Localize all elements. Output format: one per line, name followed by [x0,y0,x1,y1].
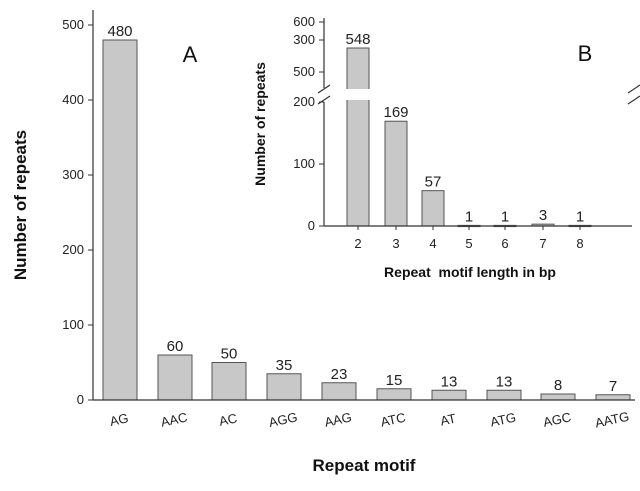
panel-b-data-label: 169 [383,104,408,121]
panel-b-y-axis-title: Number of repeats [252,62,268,186]
panel-a-y-tick-label: 300 [62,167,84,182]
panel-b-y-tick-label: 500 [293,64,315,79]
panel-a-x-tick-label: AGG [267,409,298,430]
panel-a-bar-aatg [595,394,631,401]
panel-a-y-tick-label: 400 [62,92,84,107]
panel-a-x-tick-label: ATG [489,410,517,430]
panel-b-data-label: 1 [576,208,584,225]
panel-a-data-label: 7 [609,378,617,395]
panel-b-y-ticks: 0 100 200 300 500 600 [293,14,324,233]
panel-a-x-tick-label: AATG [594,409,631,431]
panel-b-y-tick-label: 0 [308,218,315,233]
panel-a-data-label: 35 [276,357,293,374]
panel-a-bar-aag [321,382,357,401]
panel-a-y-tick-label: 500 [62,17,84,32]
panel-b-data-label: 1 [465,208,473,225]
panel-b-y-tick-label: 200 [293,94,315,109]
panel-b-break-mark [317,95,331,105]
panel-a-y-axis-title: Number of repeats [11,130,30,280]
panel-b-break-mark [627,84,640,94]
panel-a-bar-at [431,389,467,401]
panel-a-bar-agc [540,393,576,401]
panel-a-x-tick-label: AGC [542,409,573,430]
panel-b-x-tick-label: 8 [576,236,583,251]
panel-a-data-label: 480 [107,23,132,40]
panel-a-y-tick-label: 200 [62,242,84,257]
panel-a-y-tick-label: 100 [62,317,84,332]
panel-b-break-mark [627,95,640,105]
panel-a-data-label: 50 [221,346,238,363]
panel-a-bars [102,39,631,401]
panel-b-axis-break [317,84,640,105]
panel-a-data-label: 13 [496,373,513,390]
panel-a-bar-atg [486,389,522,401]
panel-b-data-label: 57 [425,174,442,191]
panel-b-x-tick-label: 3 [392,236,399,251]
panel-b-bar-4 [421,190,445,227]
panel-a-x-tick-label: AG [108,410,130,429]
panel-b-inset: 548 169 57 1 1 3 1 0 100 200 300 500 600 2 3 4 5 6 7 8 Nu… [250,12,640,288]
panel-b-break-gap [318,89,638,100]
panel-b-x-tick-label: 2 [354,236,361,251]
panel-b-y-tick-label: 300 [293,32,315,47]
panel-b-x-tick-label: 6 [501,236,508,251]
panel-b-bar-3 [384,120,408,227]
panel-b-x-tick-label: 4 [429,236,436,251]
panel-b-data-label: 3 [539,207,547,224]
panel-a-y-ticks: 0 100 200 300 400 500 [62,17,93,407]
panel-a-y-tick-label: 0 [77,392,84,407]
panel-a-bar-aac [157,354,193,401]
panel-b-y-tick-label: 100 [293,156,315,171]
panel-a-bar-agg [266,373,302,401]
panel-a-data-label: 60 [167,338,184,355]
panel-a-bar-ag [102,39,138,401]
panel-a-data-label: 15 [386,372,403,389]
panel-a-data-label: 23 [331,366,348,383]
panel-b-x-axis-title: Repeat motif length in bp [384,264,556,280]
panel-b-data-labels: 548 169 57 1 1 3 1 [345,31,584,225]
panel-b-x-tick-label: 5 [465,236,472,251]
panel-a-x-axis-title: Repeat motif [313,456,416,475]
panel-b-break-mark [317,84,331,94]
panel-a-data-label: 8 [554,377,562,394]
panel-a-x-tick-label: AT [439,411,457,429]
panel-b-data-label: 1 [501,208,509,225]
panel-b-bar-2 [346,47,370,227]
panel-a-bar-ac [211,362,247,401]
panel-a-x-tick-label: ATC [379,410,407,430]
panel-b-x-ticks: 2 3 4 5 6 7 8 [354,226,584,251]
panel-b-y-tick-label: 600 [293,14,315,29]
panel-a-x-tick-label: AC [218,410,239,428]
panel-b-letter: B [578,41,593,66]
panel-a-x-tick-label: AAC [159,409,188,429]
panel-a-letter: A [183,42,198,67]
panel-a-x-ticks: AG AAC AC AGG AAG ATC AT ATG AGC AATG [108,409,630,431]
panel-a-data-label: 13 [441,373,458,390]
panel-b-x-tick-label: 7 [539,236,546,251]
panel-b-background [250,12,636,288]
panel-a-x-tick-label: AAG [323,409,353,429]
panel-b-data-label: 548 [345,31,370,48]
panel-a-bar-atc [376,388,412,401]
